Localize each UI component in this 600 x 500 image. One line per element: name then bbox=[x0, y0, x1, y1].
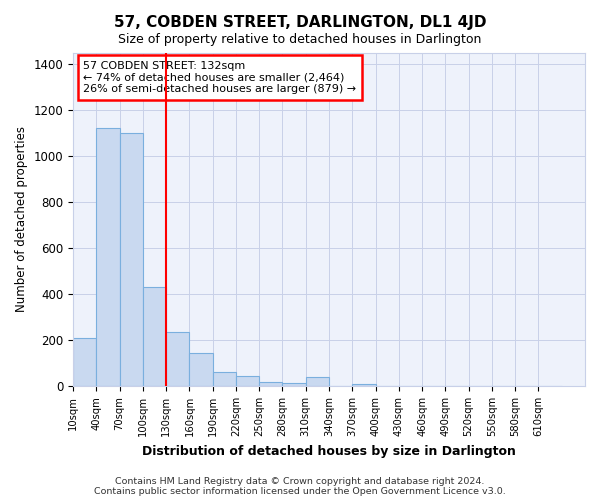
Text: 57, COBDEN STREET, DARLINGTON, DL1 4JD: 57, COBDEN STREET, DARLINGTON, DL1 4JD bbox=[114, 15, 486, 30]
Bar bbox=[73, 338, 96, 386]
Bar bbox=[236, 376, 259, 386]
Bar bbox=[259, 382, 283, 386]
Bar bbox=[212, 372, 236, 386]
Bar bbox=[352, 384, 376, 386]
Text: Size of property relative to detached houses in Darlington: Size of property relative to detached ho… bbox=[118, 32, 482, 46]
Text: Contains HM Land Registry data © Crown copyright and database right 2024.: Contains HM Land Registry data © Crown c… bbox=[115, 477, 485, 486]
Bar bbox=[143, 287, 166, 386]
Text: Contains public sector information licensed under the Open Government Licence v3: Contains public sector information licen… bbox=[94, 487, 506, 496]
Bar bbox=[166, 332, 190, 386]
Bar bbox=[119, 133, 143, 386]
X-axis label: Distribution of detached houses by size in Darlington: Distribution of detached houses by size … bbox=[142, 444, 516, 458]
Bar bbox=[190, 353, 212, 386]
Text: 57 COBDEN STREET: 132sqm
← 74% of detached houses are smaller (2,464)
26% of sem: 57 COBDEN STREET: 132sqm ← 74% of detach… bbox=[83, 61, 356, 94]
Bar bbox=[96, 128, 119, 386]
Bar bbox=[306, 377, 329, 386]
Y-axis label: Number of detached properties: Number of detached properties bbox=[15, 126, 28, 312]
Bar bbox=[283, 382, 306, 386]
